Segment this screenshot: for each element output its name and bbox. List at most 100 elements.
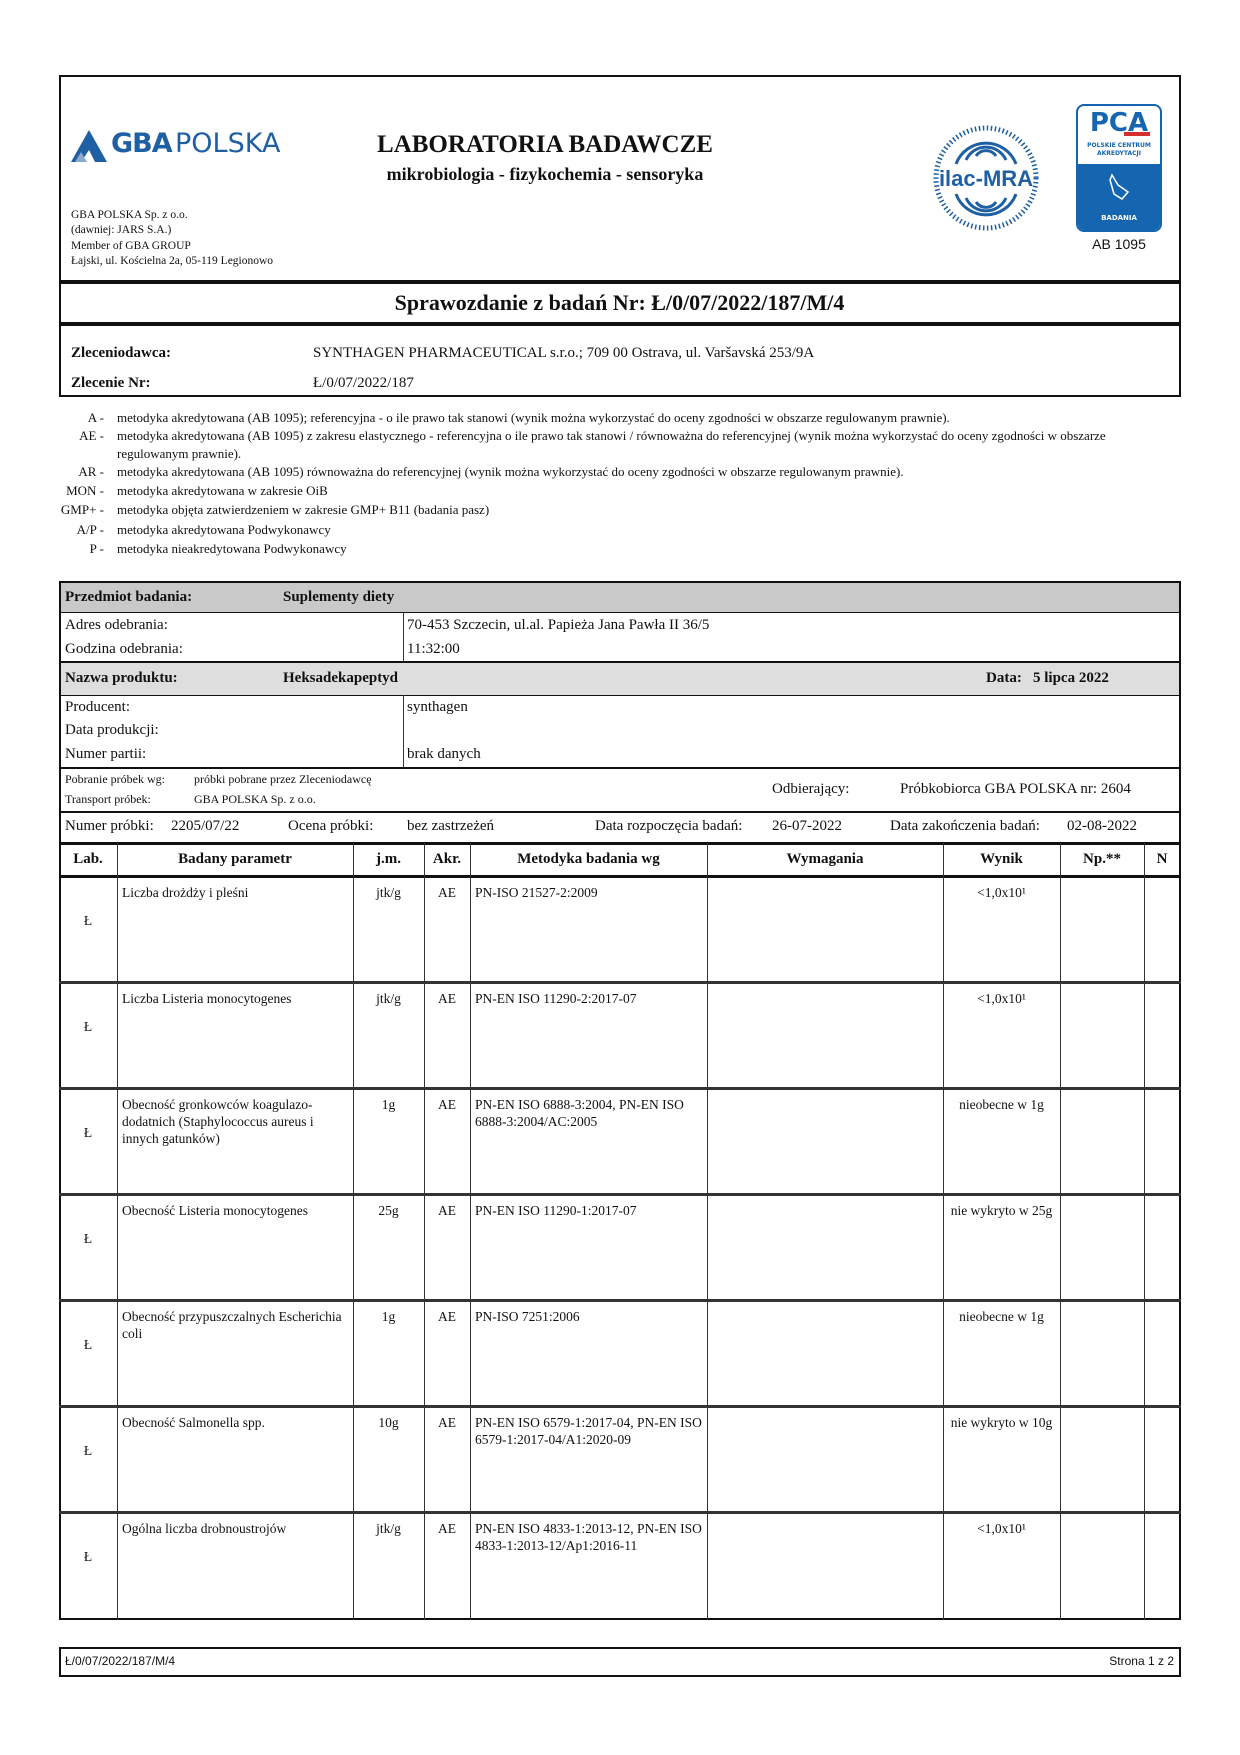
cell-result: nie wykryto w 25g [950,1203,1053,1218]
company-line: Member of GBA GROUP [71,240,191,252]
divider [403,695,404,768]
row-divider [59,1299,1181,1302]
ilac-text: ilac-MRA [939,166,1033,191]
header-box [59,75,1181,397]
cell-unit: 1g [381,1309,396,1324]
row-divider [59,1405,1181,1408]
divider [59,875,1181,878]
flask-icon [1109,173,1130,200]
cell-result: <1,0x10¹ [977,991,1026,1006]
order-label: Zlecenie Nr: [71,375,151,391]
cell-unit: 1g [381,1097,396,1112]
batch-value: brak danych [407,746,481,762]
cell-method: PN-EN ISO 11290-1:2017-07 [475,1203,637,1218]
footer-page-number: Strona 1 z 2 [1109,1654,1174,1668]
legend-code: AE - [79,428,104,443]
address-label: Adres odebrania: [65,617,168,633]
company-line: Łajski, ul. Kościelna 2a, 05-119 Legiono… [71,255,274,267]
divider [59,322,1181,326]
cell-accreditation: AE [438,1097,456,1112]
transport-value: GBA POLSKA Sp. z o.o. [194,792,316,806]
column-header-result: Wynik [980,851,1023,867]
cell-unit: 10g [378,1415,399,1430]
cell-accreditation: AE [438,991,456,1006]
pca-badge-text: BADANIA [1101,214,1137,222]
legend-code: AR - [78,464,104,479]
column-header-parameter: Badany parametr [178,851,292,867]
divider [403,613,404,662]
product-value: Heksadekapeptyd [283,670,399,686]
cell-result: <1,0x10¹ [977,1521,1026,1536]
legend-text: metodyka akredytowana w zakresie OiB [117,483,328,498]
column-divider [353,843,354,1620]
divider [59,695,1181,696]
divider [59,767,1181,769]
cell-unit: jtk/g [376,885,401,900]
legend-text: metodyka objęta zatwierdzeniem w zakresi… [117,502,490,517]
footer-box [59,1647,1181,1677]
product-row-bg [59,662,1181,695]
column-header-np: Np.** [1083,851,1121,867]
producer-label: Producent: [65,699,130,715]
cell-lab: Ł [83,1019,93,1034]
ilac-mra-logo: ilac-MRA [932,124,1040,232]
cell-accreditation: AE [438,1521,456,1536]
legend-text: metodyka akredytowana Podwykonawcy [117,522,331,537]
cell-accreditation: AE [438,1309,456,1324]
column-divider [943,843,944,1620]
end-date-label: Data zakończenia badań: [890,818,1040,834]
subject-row-bg [59,582,1181,613]
sample-number-value: 2205/07/22 [171,818,240,834]
cell-lab: Ł [83,1337,93,1352]
pca-logo: PCA Polskie Centrum Akredytacji BADANIA [1076,104,1162,232]
time-value: 11:32:00 [407,641,460,657]
column-divider [117,843,118,1620]
date-label: Data: [986,670,1022,686]
logo-text-bold: GBA [111,128,173,159]
transport-label: Transport próbek: [65,792,151,806]
cell-parameter: Obecność przypuszczalnych Escherichia co… [122,1309,342,1341]
address-value: 70-453 Szczecin, ul.al. Papieża Jana Paw… [407,617,710,633]
start-date-label: Data rozpoczęcia badań: [595,818,743,834]
receiver-label: Odbierający: [772,781,850,797]
cell-unit: 25g [378,1203,399,1218]
column-header-method: Metodyka badania wg [517,851,660,867]
legend-code: GMP+ - [60,502,104,517]
cell-parameter: Ogólna liczba drobnoustrojów [122,1521,287,1536]
assessment-value: bez zastrzeżeń [407,818,495,834]
pca-line2: Akredytacji [1096,150,1142,157]
footer-report-number: Ł/0/07/2022/187/M/4 [65,1654,176,1668]
lab-subtitle: mikrobiologia - fizykochemia - sensoryka [386,164,704,184]
column-divider [707,843,708,1620]
cell-parameter: Obecność Salmonella spp. [122,1415,265,1430]
time-label: Godzina odebrania: [65,641,183,657]
cell-parameter: Liczba drożdży i pleśni [122,885,249,900]
cell-parameter: Obecność gronkowców koagulazo-dodatnich … [122,1097,314,1146]
batch-label: Numer partii: [65,746,147,762]
row-divider [59,1087,1181,1090]
report-title: Sprawozdanie z badań Nr: Ł/0/07/2022/187… [394,290,845,315]
sampling-label: Pobranie próbek wg: [65,772,165,786]
column-divider [424,843,425,1620]
assessment-label: Ocena próbki: [288,818,374,834]
legend-text: metodyka akredytowana (AB 1095) równoważ… [117,464,904,479]
product-label: Nazwa produktu: [65,670,178,686]
gba-triangle-icon [71,130,107,162]
row-divider [59,1511,1181,1514]
company-line: (dawniej: JARS S.A.) [71,224,172,236]
legend-text: metodyka akredytowana (AB 1095); referen… [117,410,950,425]
legend-text: metodyka akredytowana (AB 1095) z zakres… [117,428,1106,461]
subject-label: Przedmiot badania: [65,589,193,605]
column-header-n: N [1156,851,1168,867]
cell-result: nieobecne w 1g [959,1097,1044,1112]
cell-accreditation: AE [438,1415,456,1430]
column-divider [470,843,471,1620]
cell-lab: Ł [83,1443,93,1458]
cell-method: PN-EN ISO 6888-3:2004, PN-EN ISO 6888-3:… [475,1097,684,1129]
legend-code: P - [89,541,104,556]
cell-result: nieobecne w 1g [959,1309,1044,1324]
production-date-label: Data produkcji: [65,722,159,738]
cell-method: PN-ISO 21527-2:2009 [475,885,598,900]
legend-code: A/P - [76,522,104,537]
cell-unit: jtk/g [376,991,401,1006]
